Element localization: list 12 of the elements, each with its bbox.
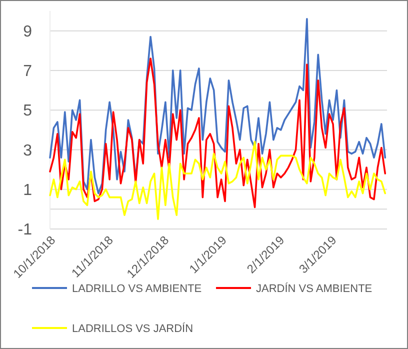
- y-tick-label: -1: [18, 222, 32, 239]
- y-tick-label: 1: [23, 182, 32, 199]
- line-series: [49, 58, 386, 208]
- legend-label: JARDÍN VS AMBIENTE: [256, 282, 372, 295]
- legend-label: LADRILLOS VS JARDÍN: [72, 322, 194, 335]
- y-tick-label: 9: [23, 23, 32, 40]
- y-tick-label: 5: [23, 102, 32, 120]
- line-series: [49, 140, 386, 220]
- legend-label: LADRILLO VS AMBIENTE: [72, 283, 202, 295]
- y-tick-label: 3: [23, 142, 32, 160]
- line-series: [49, 18, 386, 194]
- y-tick-label: 7: [23, 63, 32, 80]
